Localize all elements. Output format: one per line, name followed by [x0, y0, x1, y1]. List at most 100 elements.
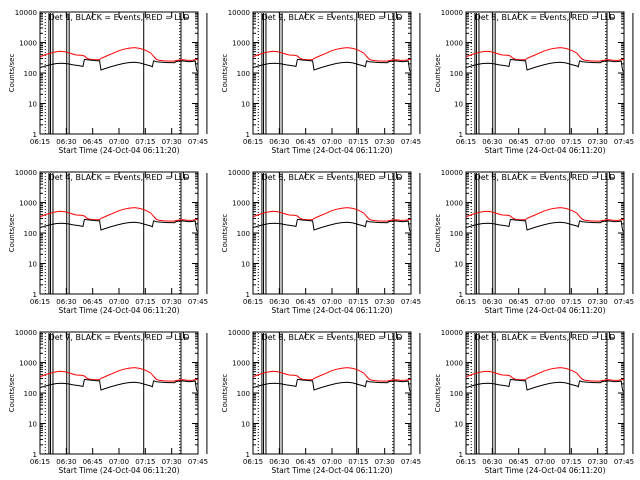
lld-series-line — [252, 207, 412, 222]
y-tick-label: 1 — [459, 131, 463, 139]
x-tick-label: 07:30 — [375, 298, 395, 306]
y-tick-label: 1000 — [19, 360, 37, 368]
lld-series-line — [39, 367, 199, 382]
detector-panel-3: 1 10 100 1000 10000 06:15 06:30 06:45 07:00 07:15… — [434, 9, 634, 155]
x-tick-label: 06:30 — [56, 138, 76, 146]
x-tick-label: 07:30 — [375, 138, 395, 146]
y-tick-label: 10000 — [441, 329, 463, 337]
y-tick-label: 1000 — [232, 360, 250, 368]
y-tick-label: 100 — [237, 70, 250, 78]
events-series-line — [39, 218, 199, 233]
x-tick-label: 07:30 — [162, 458, 182, 466]
x-tick-label: 07:15 — [348, 458, 368, 466]
x-tick-label: 07:15 — [561, 458, 581, 466]
x-tick-label: 06:30 — [269, 138, 289, 146]
x-tick-label: 07:45 — [401, 298, 421, 306]
detector-panel-5: 1 10 100 1000 10000 06:15 06:30 06:45 07:00 07:15… — [221, 169, 421, 315]
lld-series-line — [252, 367, 412, 382]
corner-flag — [608, 332, 615, 339]
x-tick-label: 07:15 — [135, 138, 155, 146]
x-tick-label: 06:30 — [269, 458, 289, 466]
y-tick-label: 1 — [459, 451, 463, 459]
x-tick-label: 06:45 — [83, 138, 103, 146]
x-tick-label: 06:15 — [456, 458, 476, 466]
x-axis-label: Start Time (24-Oct-04 06:11:20) — [271, 306, 392, 315]
x-axis-label: Start Time (24-Oct-04 06:11:20) — [484, 146, 605, 155]
x-tick-label: 06:30 — [482, 458, 502, 466]
x-tick-label: 07:00 — [535, 298, 555, 306]
x-tick-label: 06:15 — [243, 458, 263, 466]
x-tick-label: 07:00 — [322, 298, 342, 306]
corner-flag — [182, 172, 189, 179]
x-tick-label: 06:30 — [269, 298, 289, 306]
corner-flag — [182, 332, 189, 339]
x-tick-label: 07:15 — [348, 298, 368, 306]
lld-series-line — [252, 47, 412, 62]
x-tick-label: 07:30 — [588, 458, 608, 466]
x-tick-label: 07:00 — [109, 458, 129, 466]
y-tick-label: 10000 — [441, 9, 463, 17]
y-tick-label: 10 — [241, 421, 250, 429]
x-tick-label: 07:45 — [188, 138, 208, 146]
y-axis-label: Counts/sec — [8, 214, 16, 253]
plot-frame — [252, 11, 412, 135]
x-tick-label: 07:15 — [135, 458, 155, 466]
y-tick-label: 1000 — [19, 200, 37, 208]
x-axis-label: Start Time (24-Oct-04 06:11:20) — [271, 146, 392, 155]
x-tick-label: 07:45 — [401, 138, 421, 146]
y-tick-label: 10 — [454, 101, 463, 109]
x-tick-label: 06:45 — [296, 298, 316, 306]
plot-frame — [465, 331, 625, 455]
x-tick-label: 07:15 — [135, 298, 155, 306]
y-axis-label: Counts/sec — [434, 214, 442, 253]
y-tick-label: 10000 — [441, 169, 463, 177]
detector-panel-7: 1 10 100 1000 10000 06:15 06:30 06:45 07:00 07:15… — [8, 329, 208, 475]
y-tick-label: 100 — [450, 230, 463, 238]
x-tick-label: 07:30 — [375, 458, 395, 466]
y-axis-label: Counts/sec — [221, 54, 229, 93]
lld-series-line — [465, 47, 625, 62]
x-tick-label: 06:15 — [243, 138, 263, 146]
y-tick-label: 1 — [459, 291, 463, 299]
plot-frame — [39, 331, 199, 455]
y-tick-label: 1 — [33, 291, 37, 299]
detector-panel-6: 1 10 100 1000 10000 06:15 06:30 06:45 07:00 07:15… — [434, 169, 634, 315]
y-tick-label: 1 — [246, 451, 250, 459]
y-tick-label: 10000 — [228, 169, 250, 177]
events-series-line — [39, 58, 199, 73]
y-axis-label: Counts/sec — [221, 374, 229, 413]
detector-panel-9: 1 10 100 1000 10000 06:15 06:30 06:45 07:00 07:15… — [434, 329, 634, 475]
x-tick-label: 07:45 — [614, 458, 634, 466]
x-tick-label: 07:45 — [401, 458, 421, 466]
x-tick-label: 06:45 — [509, 298, 529, 306]
y-axis-label: Counts/sec — [8, 54, 16, 93]
x-tick-label: 06:15 — [30, 298, 50, 306]
x-tick-label: 06:30 — [482, 298, 502, 306]
lld-series-line — [39, 47, 199, 62]
x-axis-label: Start Time (24-Oct-04 06:11:20) — [58, 146, 179, 155]
x-tick-label: 07:00 — [535, 458, 555, 466]
corner-flag — [608, 172, 615, 179]
x-tick-label: 07:15 — [561, 138, 581, 146]
y-axis-label: Counts/sec — [434, 374, 442, 413]
y-tick-label: 100 — [237, 230, 250, 238]
y-tick-label: 100 — [450, 390, 463, 398]
y-tick-label: 100 — [24, 70, 37, 78]
y-tick-label: 1000 — [445, 360, 463, 368]
y-tick-label: 1000 — [445, 40, 463, 48]
lld-series-line — [465, 207, 625, 222]
events-series-line — [465, 378, 625, 393]
y-axis-label: Counts/sec — [434, 54, 442, 93]
x-tick-label: 07:30 — [162, 298, 182, 306]
y-tick-label: 10 — [28, 261, 37, 269]
x-tick-label: 06:15 — [30, 138, 50, 146]
events-series-line — [465, 218, 625, 233]
plot-frame — [465, 171, 625, 295]
panel-title: Det 6, BLACK = Events, RED = LLD — [475, 173, 616, 182]
events-series-line — [252, 218, 412, 233]
x-axis-label: Start Time (24-Oct-04 06:11:20) — [271, 466, 392, 475]
x-tick-label: 06:45 — [296, 138, 316, 146]
y-tick-label: 10000 — [228, 9, 250, 17]
events-series-line — [465, 58, 625, 73]
y-tick-label: 100 — [237, 390, 250, 398]
